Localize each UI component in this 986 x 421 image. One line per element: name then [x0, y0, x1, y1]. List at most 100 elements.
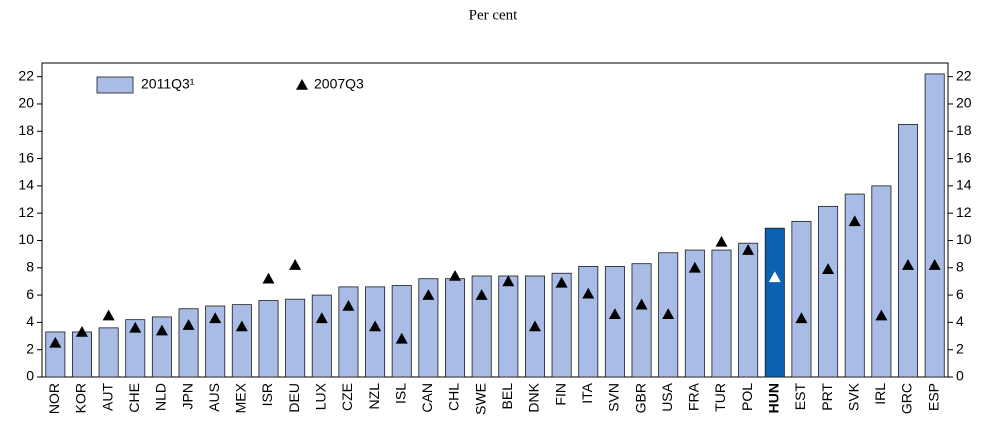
marker — [235, 320, 248, 332]
marker — [662, 308, 675, 319]
marker — [449, 269, 462, 281]
marker — [742, 244, 755, 255]
x-tick-label: POL — [739, 383, 755, 411]
marker — [75, 325, 88, 337]
marker — [608, 308, 621, 319]
bar — [551, 272, 572, 378]
x-tick-label: ESP — [925, 383, 941, 411]
bar — [45, 331, 66, 378]
marker — [102, 309, 115, 321]
bar — [205, 305, 226, 378]
bar — [844, 193, 865, 378]
x-tick-label: SVK — [845, 382, 861, 411]
bar — [231, 304, 252, 378]
marker — [49, 336, 62, 348]
bar — [898, 124, 919, 378]
legend-label: 2007Q3 — [314, 76, 364, 92]
marker — [155, 324, 168, 336]
y-tick-label: 0 — [26, 368, 34, 384]
bar — [924, 73, 945, 378]
legend-swatch — [296, 79, 308, 90]
bar — [285, 298, 306, 378]
x-tick-label: NZL — [366, 383, 382, 410]
y-tick-label: 4 — [26, 313, 34, 329]
bar — [178, 308, 199, 378]
bar — [258, 300, 279, 378]
bar — [498, 275, 519, 378]
x-tick-label: CHE — [126, 383, 142, 413]
marker — [902, 259, 915, 270]
x-tick-label: DNK — [526, 382, 542, 412]
marker — [635, 298, 648, 310]
marker — [848, 215, 861, 227]
marker — [369, 320, 382, 332]
x-tick-label: BEL — [499, 383, 515, 410]
y-tick-label: 20 — [18, 95, 34, 111]
y2-tick-label: 14 — [956, 177, 972, 193]
y-tick-label: 12 — [18, 204, 34, 220]
x-tick-label: LUX — [312, 382, 328, 410]
bar — [604, 266, 625, 378]
x-tick-label: IRL — [872, 383, 888, 405]
marker — [528, 320, 541, 332]
y2-tick-label: 12 — [956, 204, 972, 220]
y-tick-label: 10 — [18, 231, 34, 247]
bar — [471, 275, 492, 378]
x-tick-label: CAN — [419, 383, 435, 413]
x-tick-label: GRC — [899, 383, 915, 414]
bar — [578, 266, 599, 378]
marker — [795, 312, 808, 324]
marker — [182, 319, 195, 330]
x-tick-label: PRT — [819, 383, 835, 411]
x-tick-label: DEU — [286, 383, 302, 413]
y2-tick-label: 0 — [956, 368, 964, 384]
marker — [875, 309, 888, 321]
bar — [391, 285, 412, 378]
x-tick-label: ISR — [259, 383, 275, 406]
bar — [764, 227, 785, 378]
chart-subtitle: Per cent — [469, 7, 519, 23]
x-tick-label: HUN — [765, 383, 781, 413]
bar — [98, 327, 119, 378]
legend-label: 2011Q3¹ — [141, 76, 195, 92]
y-tick-label: 8 — [26, 258, 34, 274]
bar — [418, 278, 439, 378]
y-tick-label: 22 — [18, 67, 34, 83]
marker — [209, 312, 222, 324]
x-tick-label: NOR — [46, 383, 62, 414]
marker — [502, 275, 515, 287]
x-tick-label: CZE — [339, 383, 355, 411]
marker — [342, 300, 355, 311]
bar — [125, 319, 146, 378]
bar — [684, 249, 705, 378]
bar — [151, 316, 172, 378]
x-tick-label: KOR — [73, 383, 89, 413]
x-tick-label: TUR — [712, 383, 728, 412]
x-tick-label: NLD — [153, 383, 169, 411]
y2-tick-label: 8 — [956, 258, 964, 274]
x-tick-label: EST — [792, 383, 808, 411]
marker — [262, 272, 275, 284]
marker — [129, 321, 142, 333]
x-tick-label: USA — [659, 382, 675, 411]
bar — [791, 220, 812, 378]
x-tick-label: FIN — [552, 383, 568, 406]
x-tick-label: JPN — [179, 383, 195, 409]
marker — [768, 271, 781, 283]
marker — [822, 263, 835, 274]
marker — [555, 276, 568, 288]
marker — [688, 261, 701, 273]
x-tick-label: GBR — [632, 383, 648, 413]
bar — [738, 242, 759, 378]
bar — [445, 278, 466, 378]
marker — [422, 289, 435, 300]
y-tick-label: 14 — [18, 177, 34, 193]
bar — [631, 263, 652, 378]
marker — [395, 332, 408, 344]
marker — [475, 289, 488, 300]
y2-tick-label: 20 — [956, 95, 972, 111]
x-tick-label: ISL — [392, 383, 408, 404]
x-tick-label: AUT — [99, 383, 115, 411]
